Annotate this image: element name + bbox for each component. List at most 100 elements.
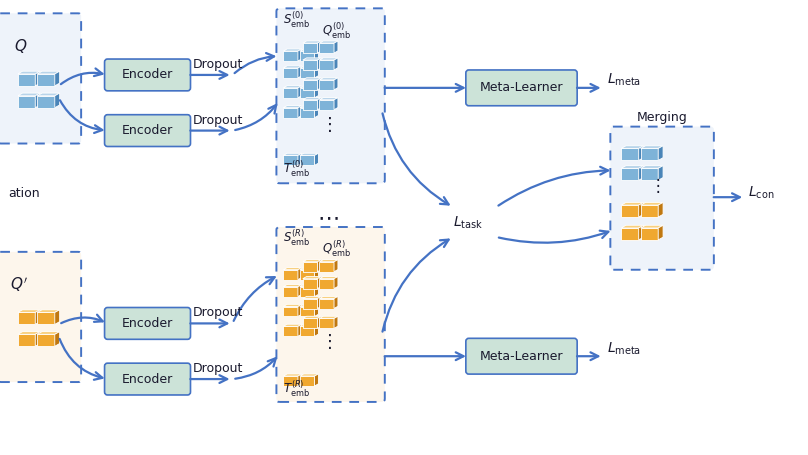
Polygon shape [318, 260, 322, 272]
FancyBboxPatch shape [104, 115, 191, 147]
Polygon shape [314, 304, 318, 317]
Polygon shape [284, 307, 298, 317]
Polygon shape [318, 296, 322, 308]
Polygon shape [319, 78, 338, 80]
Polygon shape [314, 284, 318, 297]
Polygon shape [319, 316, 338, 318]
Polygon shape [300, 86, 318, 88]
Polygon shape [319, 298, 334, 308]
Polygon shape [334, 316, 338, 329]
Polygon shape [314, 66, 318, 78]
Polygon shape [284, 106, 302, 108]
Polygon shape [303, 262, 318, 272]
Text: $L_{\mathrm{meta}}$: $L_{\mathrm{meta}}$ [608, 340, 642, 357]
Text: $S_{\mathrm{emb}}^{(0)}$: $S_{\mathrm{emb}}^{(0)}$ [284, 10, 310, 30]
FancyBboxPatch shape [0, 252, 81, 382]
Text: $\vdots$: $\vdots$ [649, 176, 660, 195]
Polygon shape [659, 202, 663, 217]
Polygon shape [641, 228, 659, 240]
Polygon shape [638, 202, 643, 217]
Polygon shape [300, 324, 318, 326]
Polygon shape [298, 304, 302, 317]
FancyBboxPatch shape [466, 339, 577, 374]
Polygon shape [621, 146, 643, 148]
Text: $T_{\mathrm{emb}}^{(R)}$: $T_{\mathrm{emb}}^{(R)}$ [284, 379, 310, 399]
Polygon shape [300, 374, 318, 376]
Text: $\vdots$: $\vdots$ [320, 332, 332, 351]
Polygon shape [318, 58, 322, 70]
Polygon shape [284, 268, 302, 270]
Text: $T_{\mathrm{emb}}^{(0)}$: $T_{\mathrm{emb}}^{(0)}$ [284, 159, 310, 179]
Polygon shape [36, 332, 40, 346]
Polygon shape [284, 304, 302, 307]
Polygon shape [314, 106, 318, 118]
Polygon shape [300, 49, 318, 51]
Polygon shape [300, 106, 318, 108]
Polygon shape [300, 156, 314, 165]
Polygon shape [284, 374, 302, 376]
Polygon shape [303, 296, 322, 298]
Polygon shape [334, 78, 338, 90]
Polygon shape [621, 148, 638, 161]
Polygon shape [303, 43, 318, 53]
Polygon shape [303, 78, 322, 80]
Polygon shape [37, 74, 55, 86]
Polygon shape [300, 66, 318, 68]
Polygon shape [334, 58, 338, 70]
Polygon shape [300, 108, 314, 118]
Polygon shape [303, 318, 318, 329]
Text: $L_{\mathrm{meta}}$: $L_{\mathrm{meta}}$ [608, 72, 642, 88]
Polygon shape [284, 270, 298, 280]
Polygon shape [298, 324, 302, 336]
Text: Encoder: Encoder [122, 68, 173, 81]
Text: Meta-Learner: Meta-Learner [480, 81, 563, 94]
Text: $Q$: $Q$ [14, 37, 27, 55]
Polygon shape [318, 316, 322, 329]
Text: Encoder: Encoder [122, 317, 173, 330]
Polygon shape [298, 49, 302, 61]
Polygon shape [284, 66, 302, 68]
Polygon shape [314, 268, 318, 280]
Polygon shape [298, 153, 302, 165]
Polygon shape [18, 334, 36, 346]
Polygon shape [284, 326, 298, 336]
Polygon shape [300, 284, 318, 287]
Polygon shape [621, 166, 643, 168]
Polygon shape [37, 334, 55, 346]
Polygon shape [641, 146, 663, 148]
Polygon shape [319, 277, 338, 278]
Polygon shape [641, 168, 659, 180]
Polygon shape [18, 313, 36, 324]
Text: Meta-Learner: Meta-Learner [480, 350, 563, 363]
Polygon shape [641, 166, 663, 168]
FancyBboxPatch shape [610, 126, 713, 270]
Polygon shape [621, 225, 643, 228]
Polygon shape [284, 49, 302, 51]
Polygon shape [284, 68, 298, 78]
Polygon shape [318, 41, 322, 53]
Text: $Q'$: $Q'$ [10, 275, 27, 293]
Text: $L_{\mathrm{task}}$: $L_{\mathrm{task}}$ [453, 215, 483, 231]
Polygon shape [18, 310, 40, 313]
Text: $Q_{\mathrm{emb}}^{(0)}$: $Q_{\mathrm{emb}}^{(0)}$ [322, 20, 351, 40]
Polygon shape [319, 60, 334, 70]
Polygon shape [18, 96, 36, 108]
Polygon shape [18, 71, 40, 74]
Text: ation: ation [8, 187, 40, 200]
Polygon shape [300, 51, 314, 61]
Polygon shape [37, 310, 60, 313]
Polygon shape [319, 260, 338, 262]
Text: $Q_{\mathrm{emb}}^{(R)}$: $Q_{\mathrm{emb}}^{(R)}$ [322, 239, 351, 259]
Polygon shape [319, 100, 334, 110]
Polygon shape [334, 296, 338, 308]
FancyBboxPatch shape [104, 308, 191, 339]
Polygon shape [298, 374, 302, 386]
Polygon shape [37, 332, 60, 334]
Polygon shape [621, 202, 643, 205]
Polygon shape [300, 68, 314, 78]
Polygon shape [55, 71, 60, 86]
Polygon shape [298, 284, 302, 297]
Polygon shape [319, 41, 338, 43]
Text: $S_{\mathrm{emb}}^{(R)}$: $S_{\mathrm{emb}}^{(R)}$ [284, 228, 310, 248]
Polygon shape [334, 260, 338, 272]
